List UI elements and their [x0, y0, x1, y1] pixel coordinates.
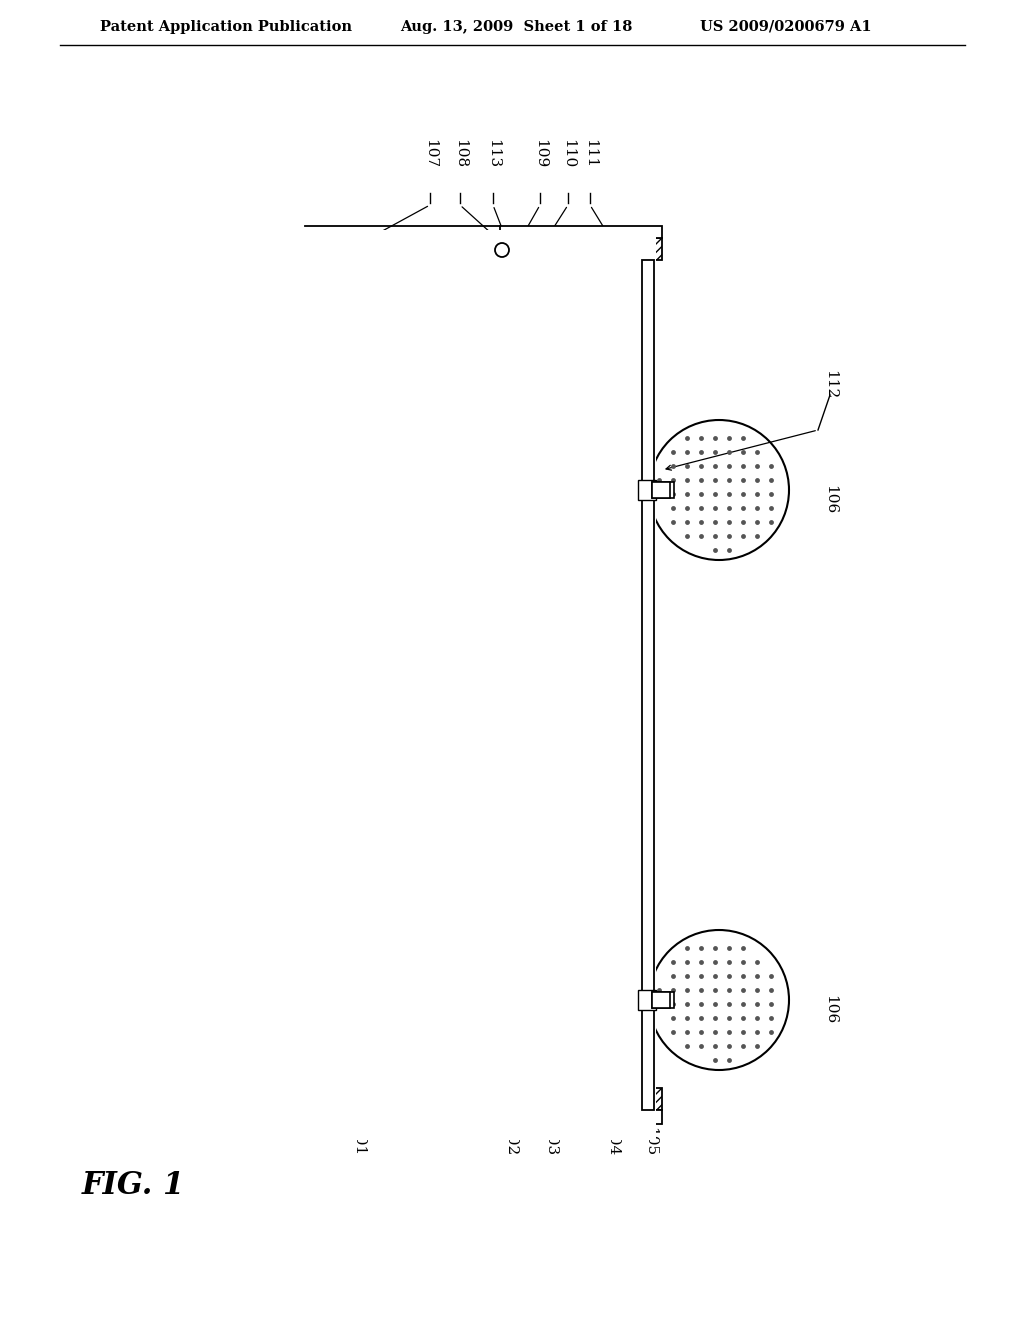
Polygon shape	[652, 482, 670, 498]
Polygon shape	[0, 230, 656, 1140]
Polygon shape	[305, 260, 357, 1110]
Polygon shape	[305, 1110, 357, 1125]
Polygon shape	[530, 260, 612, 1110]
Text: Patent Application Publication: Patent Application Publication	[100, 20, 352, 34]
Circle shape	[649, 931, 790, 1071]
Text: FIG. 1: FIG. 1	[82, 1170, 185, 1200]
Polygon shape	[500, 1088, 662, 1110]
Text: Aug. 13, 2009  Sheet 1 of 18: Aug. 13, 2009 Sheet 1 of 18	[400, 20, 633, 34]
Text: 109: 109	[534, 139, 547, 168]
Polygon shape	[638, 990, 656, 1010]
Polygon shape	[652, 993, 674, 1008]
Text: 108: 108	[453, 139, 467, 168]
Circle shape	[495, 243, 509, 257]
Text: C': C'	[251, 1107, 270, 1126]
Text: C: C	[256, 240, 270, 257]
Polygon shape	[500, 226, 662, 238]
Polygon shape	[638, 480, 656, 500]
Text: 107: 107	[423, 139, 437, 168]
Text: 104: 104	[605, 1127, 618, 1156]
Polygon shape	[642, 260, 654, 1110]
Text: 106: 106	[823, 486, 837, 515]
Polygon shape	[652, 993, 670, 1008]
Text: US 2009/0200679 A1: US 2009/0200679 A1	[700, 20, 871, 34]
Circle shape	[649, 420, 790, 560]
Text: 100: 100	[232, 623, 264, 640]
Text: 112: 112	[823, 371, 837, 400]
Polygon shape	[500, 238, 662, 260]
Polygon shape	[500, 1110, 662, 1125]
Text: RELATED ART: RELATED ART	[168, 594, 193, 785]
Text: 103: 103	[543, 1127, 557, 1156]
Polygon shape	[652, 482, 674, 498]
Text: 110: 110	[561, 139, 575, 168]
Text: 111: 111	[583, 139, 597, 168]
Polygon shape	[612, 260, 642, 1110]
Polygon shape	[642, 260, 654, 1110]
Text: 102: 102	[503, 1127, 517, 1156]
Text: 105: 105	[643, 1127, 657, 1156]
Text: 101: 101	[351, 1127, 365, 1156]
Text: 113: 113	[486, 139, 500, 168]
Text: 106: 106	[823, 995, 837, 1024]
Polygon shape	[500, 260, 530, 1110]
Polygon shape	[305, 1088, 500, 1110]
